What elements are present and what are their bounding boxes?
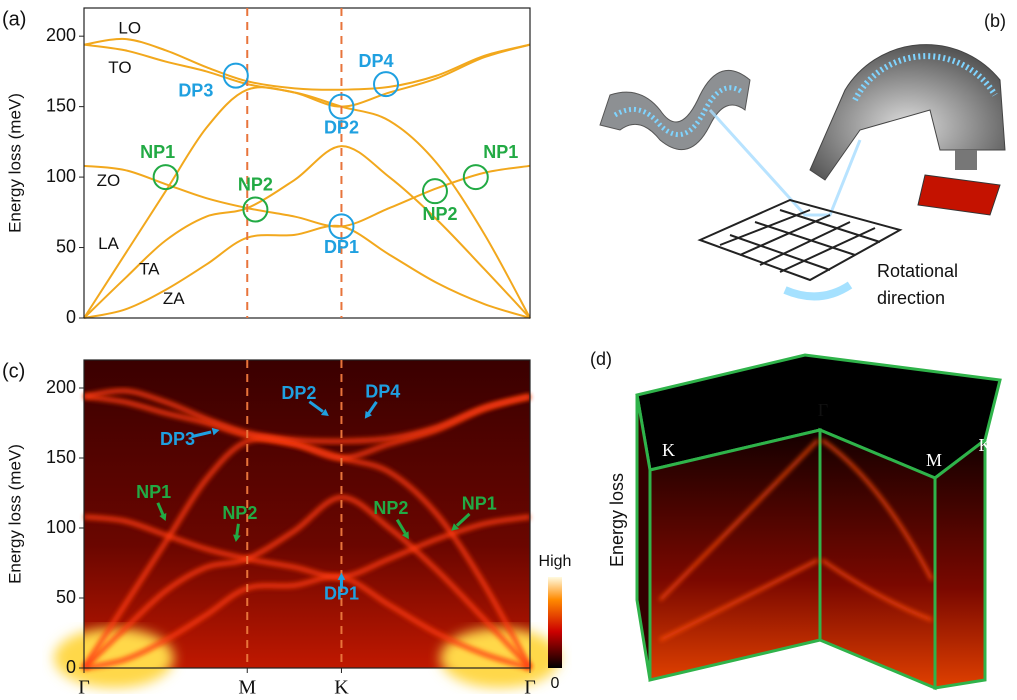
illustration-d: (d) Energy loss K Γ M K <box>590 349 1002 691</box>
point-label: K <box>979 435 992 455</box>
phonon-branch <box>83 145 531 319</box>
annotation-circle <box>462 164 489 191</box>
branch-label: TA <box>139 260 160 279</box>
annotation-circle <box>421 178 448 205</box>
annotation-circle <box>152 164 179 191</box>
annotation-arrow <box>235 523 240 537</box>
illustration-b: (b) Rotational direction <box>599 11 1006 308</box>
annotation-circle <box>328 93 355 120</box>
intensity-branch <box>83 573 531 671</box>
annotation-label: NP2 <box>422 204 457 224</box>
y-tick-label: 200 <box>46 25 76 45</box>
y-tick-label: 150 <box>46 95 76 115</box>
axis-label: Energy loss (meV) <box>5 93 24 233</box>
branch-label: ZA <box>163 289 185 308</box>
panel-label: (a) <box>2 8 26 30</box>
annotation-label: NP1 <box>483 142 518 162</box>
x-tick-label: K <box>334 677 349 699</box>
annotation-label: NP2 <box>222 503 257 523</box>
colorbar-label: High <box>539 553 572 570</box>
caption: Rotational <box>877 261 958 281</box>
arrow-head <box>451 523 460 531</box>
annotation-label: DP2 <box>281 383 316 403</box>
branch-label: ZO <box>97 171 121 190</box>
plot-frame <box>83 7 531 319</box>
annotation-circle <box>373 71 400 98</box>
arrow-head <box>401 531 409 540</box>
annotation-arrow <box>455 512 471 527</box>
y-tick-label: 100 <box>46 517 76 537</box>
axis-label: Energy loss <box>607 473 627 567</box>
annotation-label: DP3 <box>160 429 195 449</box>
phonon-branch <box>83 43 531 108</box>
colorbar <box>548 577 562 668</box>
y-tick-label: 50 <box>56 587 76 607</box>
annotation-label: NP2 <box>373 498 408 518</box>
annotation-arrow <box>156 502 165 516</box>
arrow-head <box>337 572 346 580</box>
y-tick-label: 0 <box>66 657 76 677</box>
panel-label: (d) <box>590 349 612 369</box>
annotation-label: DP1 <box>324 584 359 604</box>
annotation-label: DP4 <box>365 382 400 402</box>
annotation-arrow <box>367 401 378 415</box>
arrow-head <box>320 408 329 416</box>
y-tick-label: 50 <box>56 236 76 256</box>
panel-label: (b) <box>984 11 1006 31</box>
x-tick-label: Γ <box>524 677 536 699</box>
annotation-label: NP1 <box>462 494 497 514</box>
y-tick-label: 200 <box>46 377 76 397</box>
intensity-branch <box>83 388 531 444</box>
phonon-branch <box>83 86 531 319</box>
annotation-arrow <box>191 430 212 438</box>
x-tick-label: Γ <box>78 677 90 699</box>
y-tick-label: 0 <box>66 307 76 327</box>
annotation-arrow <box>395 518 407 534</box>
y-tick-label: 100 <box>46 166 76 186</box>
point-label: K <box>662 440 675 460</box>
heatmap-background <box>84 360 530 668</box>
annotation-label: DP3 <box>178 80 213 100</box>
arrow-head <box>364 410 372 419</box>
point-label: Γ <box>818 400 828 420</box>
plot-frame <box>83 359 531 669</box>
annotation-arrow <box>308 400 324 413</box>
annotation-label: NP2 <box>238 174 273 194</box>
annotation-label: DP2 <box>324 117 359 137</box>
annotation-label: NP1 <box>136 482 171 502</box>
arrow-head <box>233 534 241 542</box>
intensity-branch <box>82 494 532 670</box>
annotation-label: DP4 <box>359 51 394 71</box>
annotation-label: DP1 <box>324 237 359 257</box>
y-tick-label: 150 <box>46 447 76 467</box>
x-tick-label: M <box>238 677 256 699</box>
arrow-head <box>211 427 220 436</box>
caption: direction <box>877 288 945 308</box>
point-label: M <box>926 450 942 470</box>
annotation-circle <box>242 196 269 223</box>
axis-label: Energy loss (meV) <box>5 444 24 584</box>
annotation-circle <box>222 62 249 89</box>
arrow-head <box>159 513 167 521</box>
colorbar-label: 0 <box>551 675 560 692</box>
panel-label: (c) <box>2 360 25 382</box>
phonon-branch <box>83 224 531 319</box>
phonon-branch <box>83 37 531 91</box>
branch-label: LA <box>98 234 119 253</box>
annotation-circle <box>328 213 355 240</box>
branch-label: LO <box>118 19 141 38</box>
branch-label: TO <box>108 58 131 77</box>
annotation-label: NP1 <box>140 142 175 162</box>
